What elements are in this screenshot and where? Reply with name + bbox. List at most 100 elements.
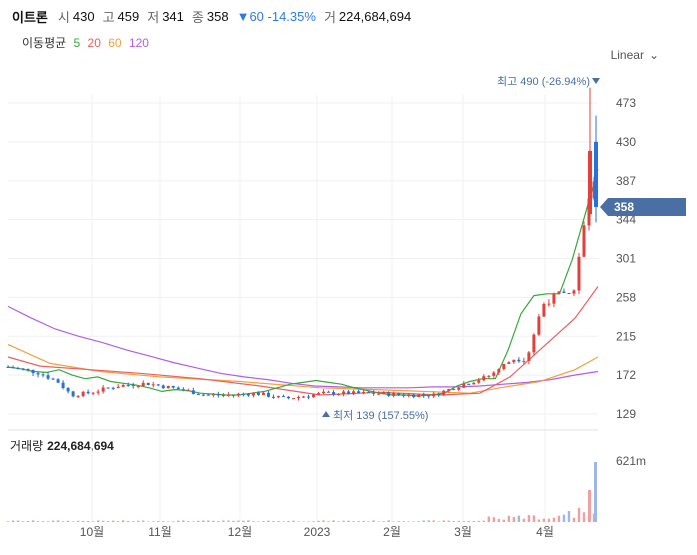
candle-body — [317, 393, 321, 395]
candle-body — [467, 383, 471, 385]
candle-body — [522, 360, 526, 362]
volume-bar — [91, 521, 95, 522]
volume-bar — [192, 521, 195, 522]
volume-bar — [71, 521, 75, 522]
volume-bar — [392, 521, 395, 522]
candle-body — [477, 380, 481, 383]
candle-body — [251, 392, 255, 396]
volume-bar — [182, 520, 185, 522]
volume-bar — [532, 515, 536, 522]
y-tick-label: 215 — [616, 329, 636, 343]
volume-bar — [487, 516, 491, 522]
candle-body — [261, 392, 265, 395]
candle-body — [286, 396, 290, 399]
volume-bar — [197, 520, 200, 522]
volume-bar — [257, 521, 260, 522]
candle-body — [552, 293, 556, 304]
volume-bar — [442, 520, 445, 522]
candle-body — [594, 141, 598, 207]
candle-body — [392, 393, 396, 396]
candle-body — [111, 387, 115, 389]
volume-bar — [337, 521, 340, 522]
chevron-down-icon: ⌄ — [648, 48, 659, 62]
volume-bar — [11, 520, 15, 522]
volume-bar — [96, 520, 100, 522]
volume-bar — [227, 520, 230, 522]
candle-body — [327, 391, 331, 393]
volume-bar — [352, 521, 355, 522]
volume-bar — [207, 520, 210, 522]
candle-body — [191, 390, 195, 395]
volume-bar — [81, 520, 85, 522]
candle-body — [387, 392, 391, 396]
volume-bar — [377, 521, 380, 522]
volume-bar — [567, 511, 571, 522]
volume-bar — [512, 516, 516, 522]
candle-body — [582, 225, 586, 257]
high-marker-icon — [592, 78, 600, 84]
volume-bar — [402, 521, 405, 522]
volume-axis-label: 621m — [616, 454, 646, 468]
volume-bar — [282, 521, 285, 522]
candle-body — [51, 378, 55, 380]
volume-bar — [267, 520, 270, 522]
volume-bar — [477, 520, 481, 522]
candle-body — [502, 364, 506, 370]
candle-body — [487, 375, 491, 377]
low-label: 저 — [147, 9, 160, 25]
candle-body — [106, 387, 110, 389]
volume-bar — [232, 520, 235, 522]
candle-body — [312, 394, 316, 397]
volume-panel-title: 거래량 — [10, 439, 44, 453]
moving-average-legend[interactable]: 이동평균 5 20 60 120 — [22, 34, 153, 51]
volume-bar — [157, 520, 160, 522]
y-tick-label: 473 — [616, 96, 636, 110]
volume-bar — [462, 521, 465, 522]
volume-bar — [322, 520, 325, 522]
volume-bar — [447, 520, 450, 522]
ma60-legend: 60 — [108, 36, 122, 50]
x-tick-label: 2023 — [304, 525, 331, 539]
high-marker-label: 최고 490 (-26.94%) — [497, 75, 590, 88]
candle-body — [322, 391, 326, 394]
volume-label: 거 — [323, 9, 336, 25]
volume-bar — [302, 521, 305, 522]
close-value: 358 — [206, 8, 229, 24]
volume-bar — [217, 521, 220, 522]
candle-body — [567, 292, 571, 294]
candle-body — [422, 394, 426, 396]
low-value: 341 — [162, 8, 184, 24]
candle-body — [427, 395, 431, 397]
candle-body — [497, 369, 501, 373]
candle-body — [6, 366, 10, 368]
volume-bar — [342, 520, 345, 522]
y-tick-label: 129 — [616, 407, 636, 421]
candle-body — [382, 392, 386, 394]
volume-bar — [588, 490, 591, 522]
volume-bar — [242, 520, 245, 522]
candle-body — [547, 303, 551, 305]
ma-label: 이동평균 — [22, 36, 67, 50]
volume-bar — [452, 521, 455, 522]
volume-bar — [177, 520, 180, 522]
volume-bar — [517, 515, 521, 522]
volume-bar — [66, 520, 70, 522]
candle-body — [201, 394, 205, 396]
ma120-legend: 120 — [128, 36, 149, 50]
scale-dropdown[interactable]: Linear ⌄ — [611, 48, 659, 62]
volume-bar — [367, 521, 370, 522]
volume-bar — [437, 521, 440, 522]
current-price-label: 358 — [614, 200, 634, 214]
volume-bar — [297, 521, 300, 522]
candle-body — [397, 393, 401, 395]
volume-bar — [372, 520, 375, 522]
current-price-tag — [600, 197, 686, 216]
candle-body — [236, 393, 240, 396]
volume-bar — [482, 520, 486, 522]
volume-bar — [142, 520, 145, 522]
ma20-legend: 20 — [87, 36, 101, 50]
volume-bar — [332, 520, 335, 522]
volume-value: 224,684,694 — [338, 8, 412, 24]
volume-bar — [111, 520, 115, 522]
